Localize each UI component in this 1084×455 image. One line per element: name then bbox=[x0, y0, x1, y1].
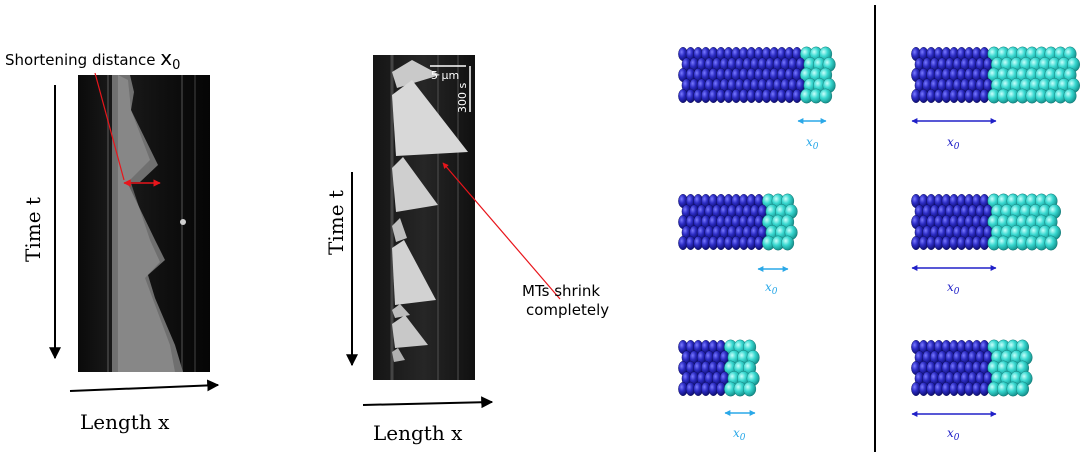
microtubule-right-bottom bbox=[911, 339, 1033, 397]
x0-label-right-bottom: x0 bbox=[947, 426, 960, 443]
shortening-distance-label: Shortening distance x0 bbox=[5, 46, 180, 73]
x0-label-left-top: x0 bbox=[806, 135, 819, 152]
tubulin-gtp-bead bbox=[743, 381, 757, 397]
left-time-label: Time t bbox=[21, 197, 45, 262]
x0-label-left-middle: x0 bbox=[765, 280, 778, 297]
middle-time-label: Time t bbox=[324, 190, 348, 255]
left-length-arrow bbox=[69, 379, 220, 392]
middle-kymograph bbox=[373, 55, 475, 380]
tubulin-gtp-bead bbox=[819, 88, 833, 104]
middle-length-label: Length x bbox=[373, 421, 463, 445]
scale-length-label: 5 µm bbox=[431, 69, 459, 82]
red-pointer-line bbox=[94, 72, 125, 181]
middle-length-arrow bbox=[362, 396, 494, 409]
microtubule-left-top bbox=[678, 46, 836, 104]
left-kymograph bbox=[78, 75, 210, 372]
mts-shrink-line1: MTs shrink bbox=[522, 282, 600, 300]
tubulin-gtp-bead bbox=[1044, 235, 1058, 251]
tubulin-gtp-bead bbox=[1063, 88, 1077, 104]
x0-label-right-top: x0 bbox=[947, 135, 960, 152]
red-pointer-arrow bbox=[442, 162, 561, 300]
tubulin-gtp-bead bbox=[781, 235, 795, 251]
tubulin-gtp-bead bbox=[1016, 381, 1030, 397]
microtubule-left-bottom bbox=[678, 339, 760, 397]
microtubule-left-middle bbox=[678, 193, 798, 251]
x0-label-left-bottom: x0 bbox=[733, 426, 746, 443]
microtubule-right-middle bbox=[911, 193, 1061, 251]
mts-shrink-line2: completely bbox=[526, 301, 609, 319]
x0-label-right-middle: x0 bbox=[947, 280, 960, 297]
left-length-label: Length x bbox=[80, 410, 170, 434]
scale-time-label: 300 s bbox=[456, 83, 469, 113]
microtubule-right-top bbox=[911, 46, 1080, 104]
